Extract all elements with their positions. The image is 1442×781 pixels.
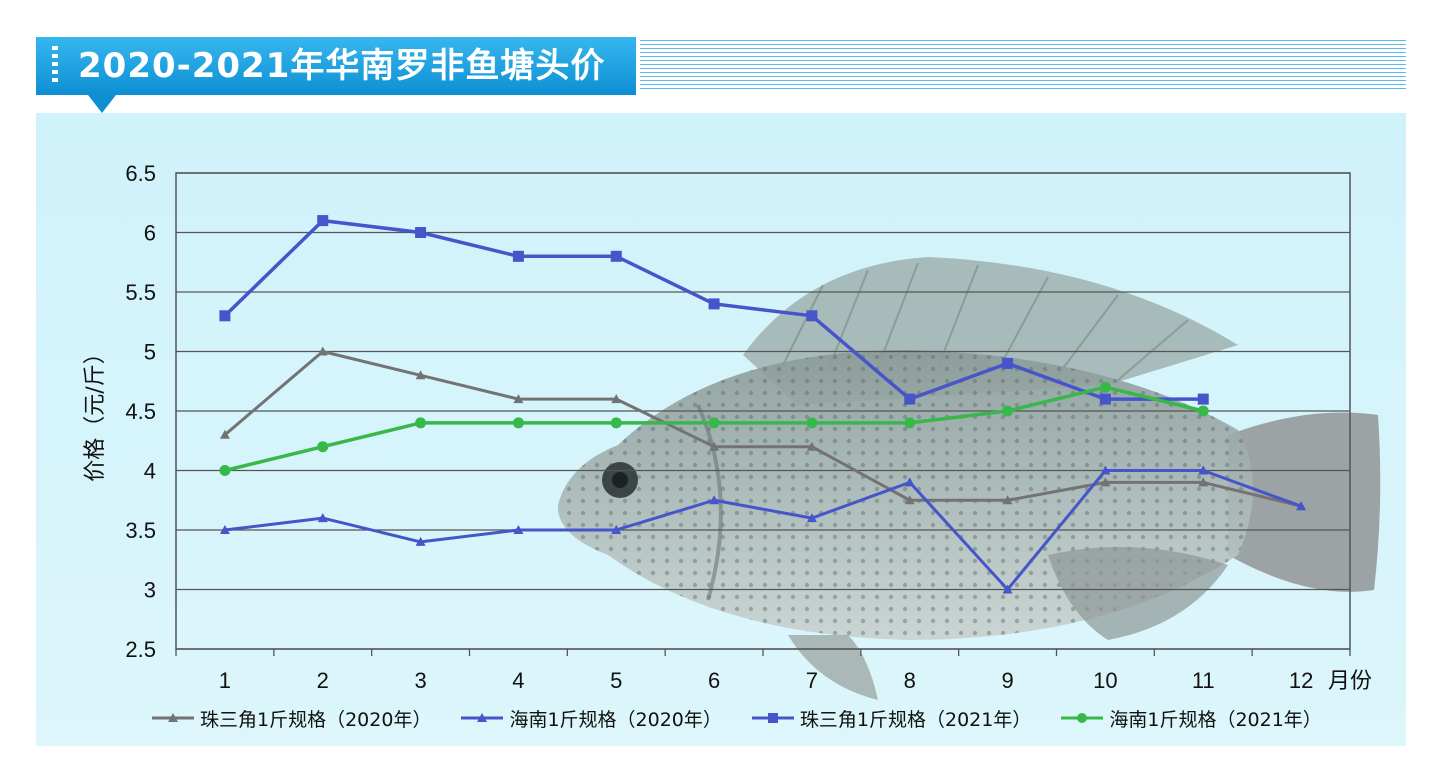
data-point-series-2	[219, 310, 231, 322]
data-point-series-2	[1099, 393, 1111, 405]
y-tick-label: 5	[144, 340, 156, 365]
chart-title: 2020-2021年华南罗非鱼塘头价	[78, 46, 606, 86]
series-line-2	[223, 218, 1204, 401]
data-point-series-3	[1197, 405, 1209, 417]
data-point-series-2	[317, 215, 329, 227]
data-point-series-2	[610, 250, 622, 262]
data-point-series-1	[1296, 501, 1307, 511]
data-point-series-2	[708, 298, 720, 310]
data-point-series-0	[709, 441, 720, 451]
data-point-series-0	[513, 394, 524, 404]
banner-tail	[88, 95, 116, 113]
data-point-series-2	[1002, 357, 1014, 369]
data-point-series-3	[806, 417, 818, 429]
x-tick-label: 11	[1192, 668, 1215, 693]
data-point-series-3	[317, 441, 329, 453]
y-tick-label: 4.5	[125, 399, 156, 424]
data-point-series-1	[1002, 584, 1013, 594]
series-line-3	[224, 385, 1204, 473]
data-point-series-2	[512, 250, 524, 262]
data-point-series-0	[415, 370, 426, 380]
x-tick-label: 8	[904, 668, 916, 693]
x-tick-label: 12	[1289, 668, 1313, 693]
y-tick-label: 6	[144, 221, 156, 246]
chart-legend: 珠三角1斤规格（2020年） 海南1斤规格（2020年） 珠三角1斤规格（2021年…	[150, 705, 1350, 731]
data-point-series-3	[610, 417, 622, 429]
x-tick-label: 7	[806, 668, 818, 693]
data-point-series-0	[219, 429, 230, 439]
x-tick-label: 2	[317, 668, 329, 693]
header-stripes	[640, 40, 1406, 92]
legend-swatch	[152, 713, 194, 722]
legend-item: 海南1斤规格（2021年）	[1059, 705, 1322, 732]
x-tick-label: 1	[219, 668, 231, 693]
legend-item: 海南1斤规格（2020年）	[459, 705, 722, 732]
series-line-1	[224, 469, 1302, 591]
x-tick-label: 9	[1001, 668, 1013, 693]
y-axis-label: 价格（元/斤）	[83, 342, 108, 481]
legend-swatch	[1061, 713, 1104, 723]
legend-item: 珠三角1斤规格（2021年）	[750, 705, 1031, 732]
banner-dash-decoration	[52, 46, 58, 86]
y-tick-label: 6.5	[125, 161, 156, 186]
data-point-series-1	[611, 525, 622, 534]
data-point-series-1	[904, 477, 915, 487]
y-tick-label: 4	[144, 459, 156, 484]
data-point-series-0	[611, 394, 622, 404]
x-tick-label: 5	[610, 668, 622, 693]
data-point-series-1	[219, 525, 230, 534]
legend-item: 珠三角1斤规格（2020年）	[150, 705, 431, 732]
x-tick-label: 4	[512, 668, 524, 693]
legend-swatch	[461, 713, 504, 722]
y-tick-label: 5.5	[125, 280, 156, 305]
data-point-series-1	[709, 495, 720, 505]
legend-label: 珠三角1斤规格（2020年）	[200, 708, 432, 731]
data-point-series-3	[415, 417, 427, 429]
data-point-series-0	[1198, 477, 1209, 487]
data-point-series-0	[317, 346, 328, 356]
data-point-series-0	[1002, 495, 1013, 505]
title-banner	[36, 37, 636, 95]
y-tick-label: 3.5	[125, 518, 156, 543]
data-point-series-0	[904, 495, 915, 505]
data-point-series-0	[806, 441, 817, 451]
data-point-series-2	[904, 393, 916, 405]
series-line-0	[223, 350, 1302, 508]
data-point-series-3	[708, 417, 720, 429]
data-point-series-3	[1099, 381, 1111, 393]
data-point-series-1	[415, 536, 426, 546]
x-tick-label: 3	[414, 668, 426, 693]
data-point-series-1	[806, 513, 817, 523]
x-tick-label: 10	[1093, 668, 1117, 693]
data-point-series-3	[512, 417, 524, 429]
legend-label: 珠三角1斤规格（2021年）	[799, 708, 1032, 731]
y-tick-label: 2.5	[125, 637, 156, 662]
data-point-series-3	[1002, 405, 1014, 417]
data-point-series-2	[806, 310, 818, 322]
data-point-series-1	[1198, 465, 1209, 475]
data-point-series-1	[317, 513, 328, 523]
data-point-series-1	[513, 525, 524, 534]
data-point-series-3	[904, 417, 916, 429]
legend-label: 海南1斤规格（2020年）	[509, 708, 722, 731]
data-point-series-1	[1100, 465, 1111, 475]
legend-label: 海南1斤规格（2021年）	[1109, 708, 1322, 731]
data-point-series-2	[1197, 393, 1209, 405]
data-point-series-0	[1100, 477, 1111, 487]
data-point-series-3	[219, 465, 231, 476]
y-tick-label: 3	[144, 578, 156, 603]
x-axis-label: 月份	[1328, 668, 1372, 693]
x-tick-label: 6	[708, 668, 720, 693]
data-point-series-2	[415, 227, 427, 238]
legend-swatch	[751, 713, 794, 723]
